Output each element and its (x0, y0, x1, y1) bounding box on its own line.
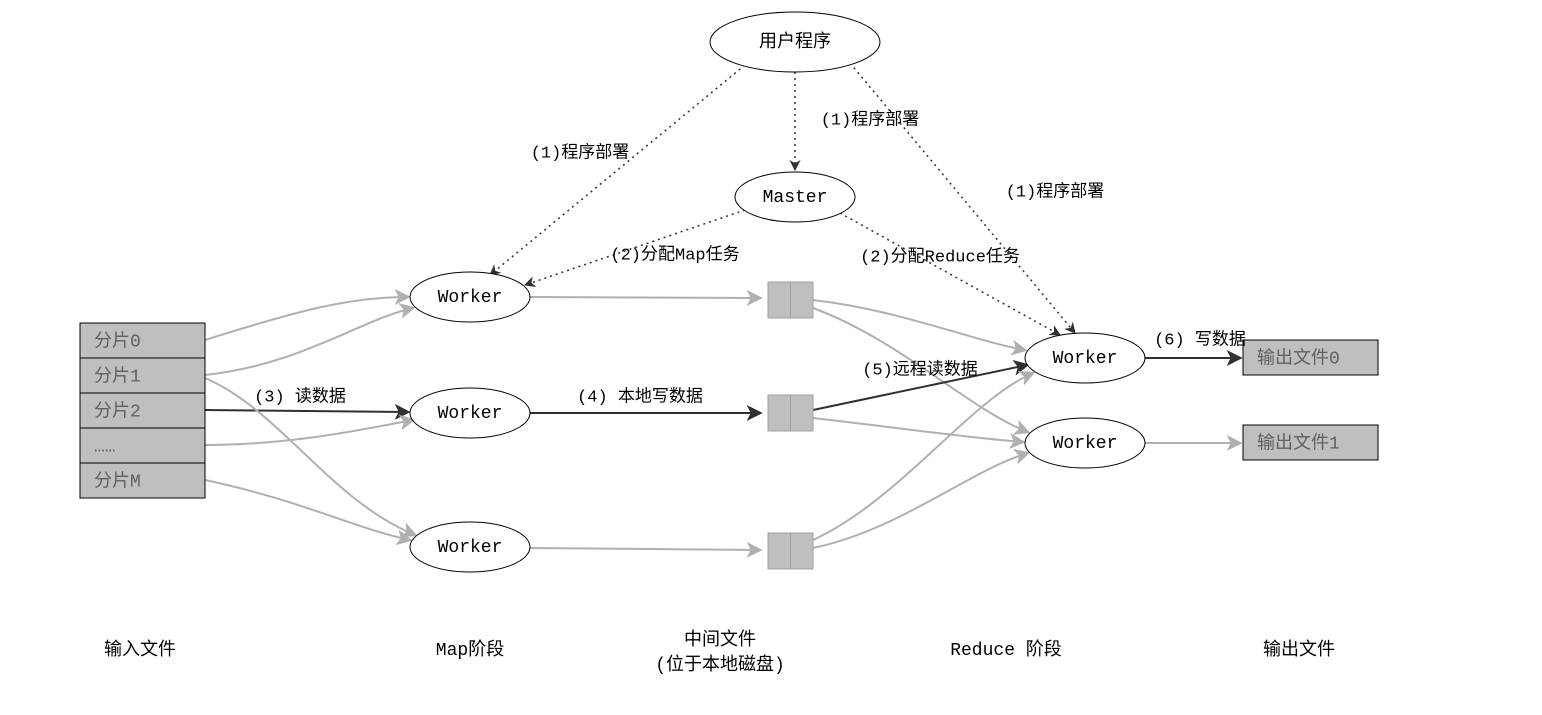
node-inter3-left (768, 533, 791, 569)
edge-master-reduce_worker1 (840, 213, 1060, 335)
node-label-user_program: 用户程序 (759, 31, 831, 53)
node-label-master: Master (763, 188, 828, 208)
node-label-reduce_worker2: Worker (1053, 434, 1118, 454)
node-label-output1: 输出文件1 (1257, 432, 1340, 454)
edge-label: (2)分配Map任务 (610, 244, 739, 265)
node-label-map_worker2: Worker (438, 404, 503, 424)
node-label-split0: 分片0 (94, 330, 141, 352)
node-inter2-left (768, 395, 791, 431)
node-label-splitM: 分片M (94, 470, 141, 492)
edge-label: (1)程序部署 (1006, 181, 1105, 202)
edge-inter3-reduce_worker1 (813, 373, 1033, 540)
node-label-split_dots: …… (94, 437, 116, 457)
edge-map_worker1-inter1 (530, 297, 760, 298)
edge-splitM-map_worker3 (205, 480, 410, 540)
mapreduce-diagram: 用户程序 Master 分片0 分片1 分片2 …… 分片M Worker Worker Work… (0, 0, 1542, 715)
edge-split0-map_worker1 (205, 297, 408, 340)
edge-label: (3) 读数据 (254, 386, 346, 407)
node-inter2-right (791, 395, 814, 431)
edge-label: (4) 本地写数据 (577, 386, 703, 407)
edge-user_program-map_worker1 (490, 65, 745, 275)
node-label-map_worker3: Worker (438, 538, 503, 558)
edge-label: (5)远程读数据 (862, 359, 978, 380)
node-label-split1: 分片1 (94, 365, 141, 387)
caption: 输出文件 (1263, 639, 1335, 661)
caption: Reduce 阶段 (950, 639, 1062, 661)
caption: Map阶段 (436, 639, 504, 661)
edge-split1-map_worker1 (205, 308, 413, 375)
caption: 中间文件 (684, 629, 756, 651)
edge-label: (6) 写数据 (1154, 329, 1246, 350)
edge-label: (2)分配Reduce任务 (860, 246, 1020, 267)
node-label-split2: 分片2 (94, 400, 141, 422)
node-label-output0: 输出文件0 (1257, 347, 1340, 369)
caption: 输入文件 (104, 639, 176, 661)
edge-inter3-reduce_worker2 (813, 453, 1028, 548)
node-inter1-right (791, 282, 814, 318)
edge-inter2-reduce_worker2 (813, 418, 1023, 442)
node-inter3-right (791, 533, 814, 569)
node-inter1-left (768, 282, 791, 318)
node-label-map_worker1: Worker (438, 288, 503, 308)
edge-label: (1)程序部署 (531, 142, 630, 163)
edge-label: (1)程序部署 (821, 109, 920, 130)
edge-map_worker3-inter3 (530, 548, 760, 550)
node-label-reduce_worker1: Worker (1053, 349, 1118, 369)
edge-inter1-reduce_worker1 (813, 300, 1025, 350)
caption: (位于本地磁盘) (655, 654, 785, 676)
edge-split2-map_worker2 (205, 410, 408, 412)
edge-split_dots-map_worker2 (205, 420, 413, 445)
